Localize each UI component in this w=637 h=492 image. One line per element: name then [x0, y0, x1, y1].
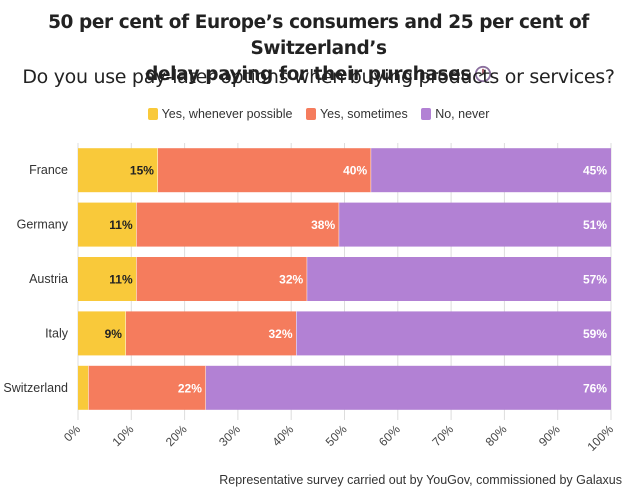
chart-subtitle: Do you use pay-later options when buying… [22, 66, 615, 88]
legend-label: Yes, sometimes [319, 106, 408, 121]
legend-swatch-yes-whenever-possible [147, 107, 158, 120]
bar-segment [307, 257, 611, 301]
category-label: France [29, 163, 68, 177]
legend-label: Yes, whenever possible [161, 106, 293, 121]
legend-label: No, never [435, 106, 490, 121]
bar-segment [205, 365, 612, 410]
x-tick-label: 60% [376, 422, 403, 449]
data-label: 51% [583, 218, 607, 232]
legend-swatch-no-never [421, 107, 432, 120]
category-label: Italy [45, 326, 69, 340]
legend-swatch-yes-sometimes [305, 107, 316, 120]
bar-segment [136, 202, 340, 247]
bar-segment [339, 202, 611, 247]
chart-title: 50 per cent of Europe’s consumers and 25… [0, 10, 637, 88]
data-label: 57% [583, 273, 607, 287]
data-label: 59% [583, 327, 607, 341]
title-line-2: delay paying for their purchases [145, 64, 471, 85]
data-label: 38% [311, 218, 335, 232]
x-tick-label: 0% [61, 422, 83, 444]
x-tick-label: 50% [323, 422, 350, 449]
bar-segment [371, 148, 611, 193]
x-tick-label: 20% [163, 422, 190, 449]
bar-segment [136, 257, 308, 301]
bar-segment [78, 202, 137, 247]
legend: Yes, whenever possible Yes, sometimes No… [0, 106, 637, 121]
legend-item-no-never: No, never [421, 107, 489, 121]
x-tick-label: 100% [585, 422, 617, 454]
title-line-1: 50 per cent of Europe’s consumers and 25… [48, 12, 589, 59]
legend-item-yes-sometimes: Yes, sometimes [305, 106, 408, 121]
data-label: 32% [279, 273, 303, 287]
x-tick-label: 10% [110, 422, 137, 449]
x-tick-label: 80% [483, 422, 510, 449]
data-label: 11% [109, 218, 133, 232]
data-label: 22% [178, 381, 202, 395]
x-tick-label: 30% [216, 422, 243, 449]
data-label: 15% [130, 164, 154, 178]
category-label: Germany [17, 218, 69, 232]
source-note: Representative survey carried out by You… [219, 473, 622, 487]
category-label: Austria [29, 272, 68, 286]
data-label: 11% [109, 273, 133, 287]
x-tick-label: 90% [536, 422, 563, 449]
data-label: 45% [583, 164, 607, 178]
category-label: Switzerland [3, 381, 68, 395]
data-label: 40% [343, 164, 367, 178]
bar-segment [157, 148, 372, 193]
bar-segment [125, 311, 297, 356]
legend-item-yes-whenever-possible: Yes, whenever possible [147, 106, 293, 121]
data-label: 9% [105, 327, 123, 341]
x-tick-label: 70% [429, 422, 456, 449]
bar-segment [78, 365, 89, 410]
bar-segment [78, 148, 158, 193]
data-label: 76% [583, 381, 607, 395]
bar-segment [296, 311, 611, 356]
bar-segment [78, 311, 126, 356]
x-tick-label: 40% [269, 422, 296, 449]
bar-segment [78, 257, 137, 301]
clock-icon [474, 65, 491, 83]
bar-segment [88, 365, 206, 410]
data-label: 32% [268, 327, 292, 341]
